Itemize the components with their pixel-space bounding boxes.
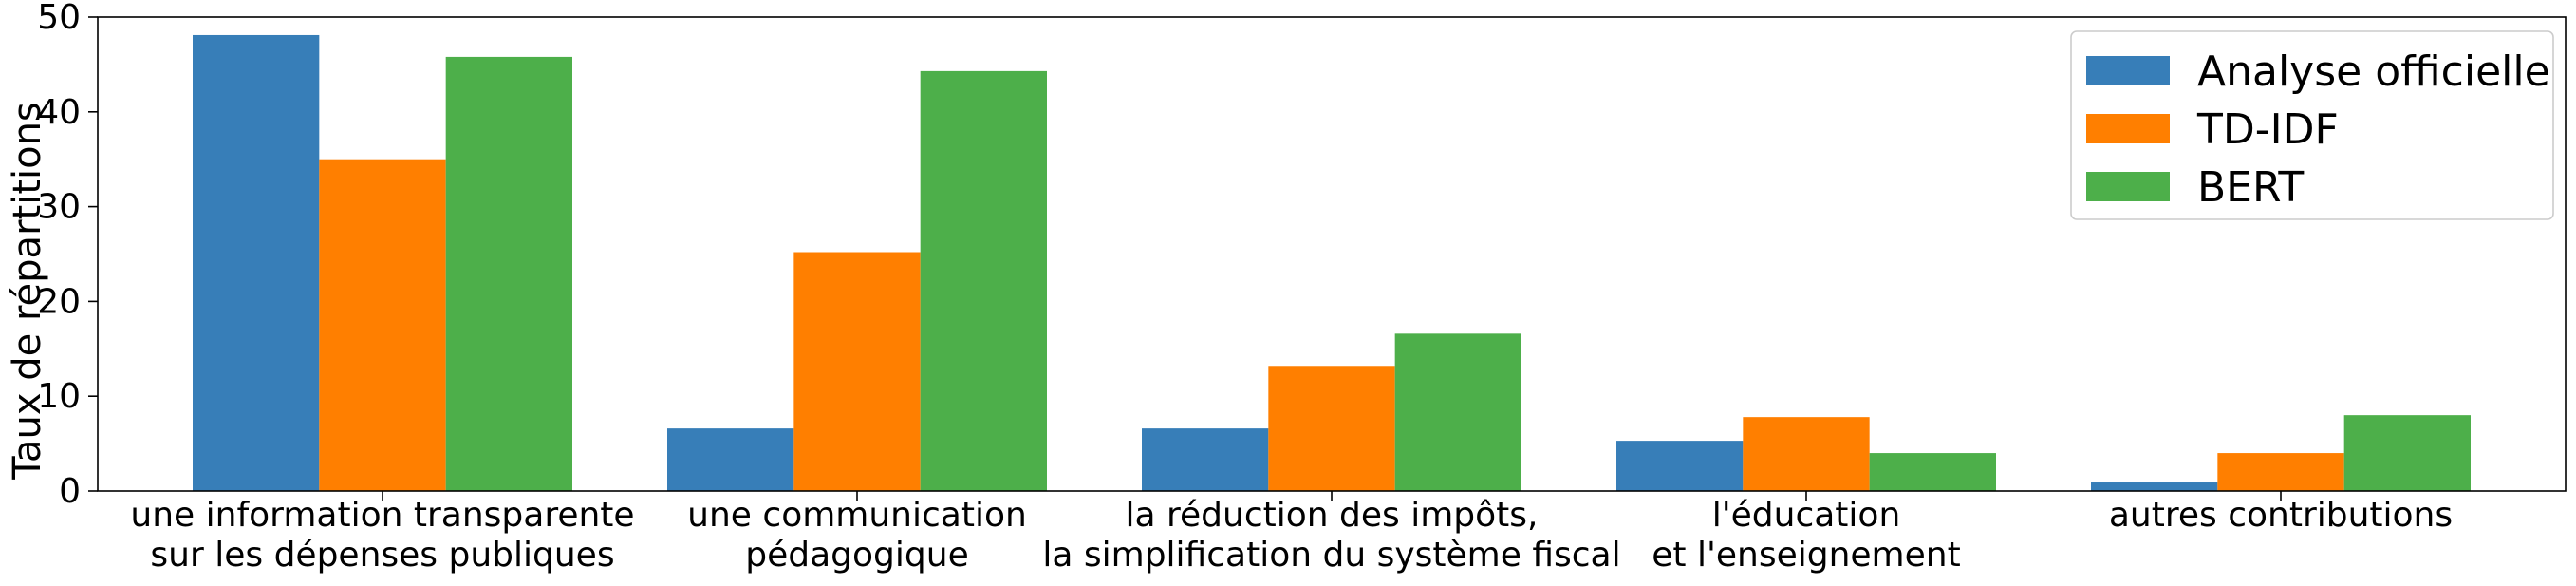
legend-label: BERT <box>2197 163 2304 212</box>
bars <box>193 34 2471 492</box>
legend: Analyse officielle TD-IDF BERT <box>2070 30 2554 220</box>
bar-analyse-officielle-3 <box>1616 441 1744 491</box>
bar-bert-2 <box>1394 333 1521 491</box>
y-tick-label: 30 <box>37 188 81 227</box>
bar-bert-1 <box>920 70 1047 491</box>
x-axis-ticks: une information transparente sur les dépe… <box>130 491 2453 575</box>
y-axis-ticks: 0 10 20 30 40 50 <box>37 0 98 511</box>
legend-swatch <box>2086 56 2170 85</box>
y-tick-label: 10 <box>37 377 81 416</box>
bar-bert-4 <box>2343 415 2471 491</box>
legend-label: Analyse officielle <box>2197 47 2550 96</box>
x-tick-label: la réduction des impôts, la simplificatio… <box>1042 496 1620 575</box>
bar-td-idf-2 <box>1268 366 1395 491</box>
legend-label: TD-IDF <box>2196 105 2339 154</box>
bar-bert-0 <box>445 56 572 492</box>
bar-analyse-officielle-4 <box>2091 482 2218 491</box>
bar-td-idf-3 <box>1743 417 1870 491</box>
bar-analyse-officielle-1 <box>667 428 794 491</box>
y-tick-label: 20 <box>37 282 81 321</box>
y-tick-label: 0 <box>59 472 81 511</box>
y-axis-label: Taux de répartitions <box>6 102 49 481</box>
legend-swatch <box>2086 172 2170 201</box>
x-tick-label: autres contributions <box>2109 496 2453 535</box>
y-tick-label: 40 <box>37 93 81 132</box>
bar-td-idf-1 <box>793 252 921 491</box>
x-tick-label: une communication pédagogique <box>687 496 1027 575</box>
legend-box <box>2070 30 2554 220</box>
bar-analyse-officielle-0 <box>193 34 320 492</box>
bar-td-idf-4 <box>2217 453 2344 491</box>
y-tick-label: 50 <box>37 0 81 37</box>
legend-swatch <box>2086 114 2170 143</box>
x-tick-label: une information transparente sur les dépe… <box>130 496 634 575</box>
bar-bert-3 <box>1869 453 1996 491</box>
x-tick-label: l'éducation et l'enseignement <box>1652 496 1960 575</box>
bar-analyse-officielle-2 <box>1142 428 1269 491</box>
bar-td-idf-0 <box>319 159 446 491</box>
